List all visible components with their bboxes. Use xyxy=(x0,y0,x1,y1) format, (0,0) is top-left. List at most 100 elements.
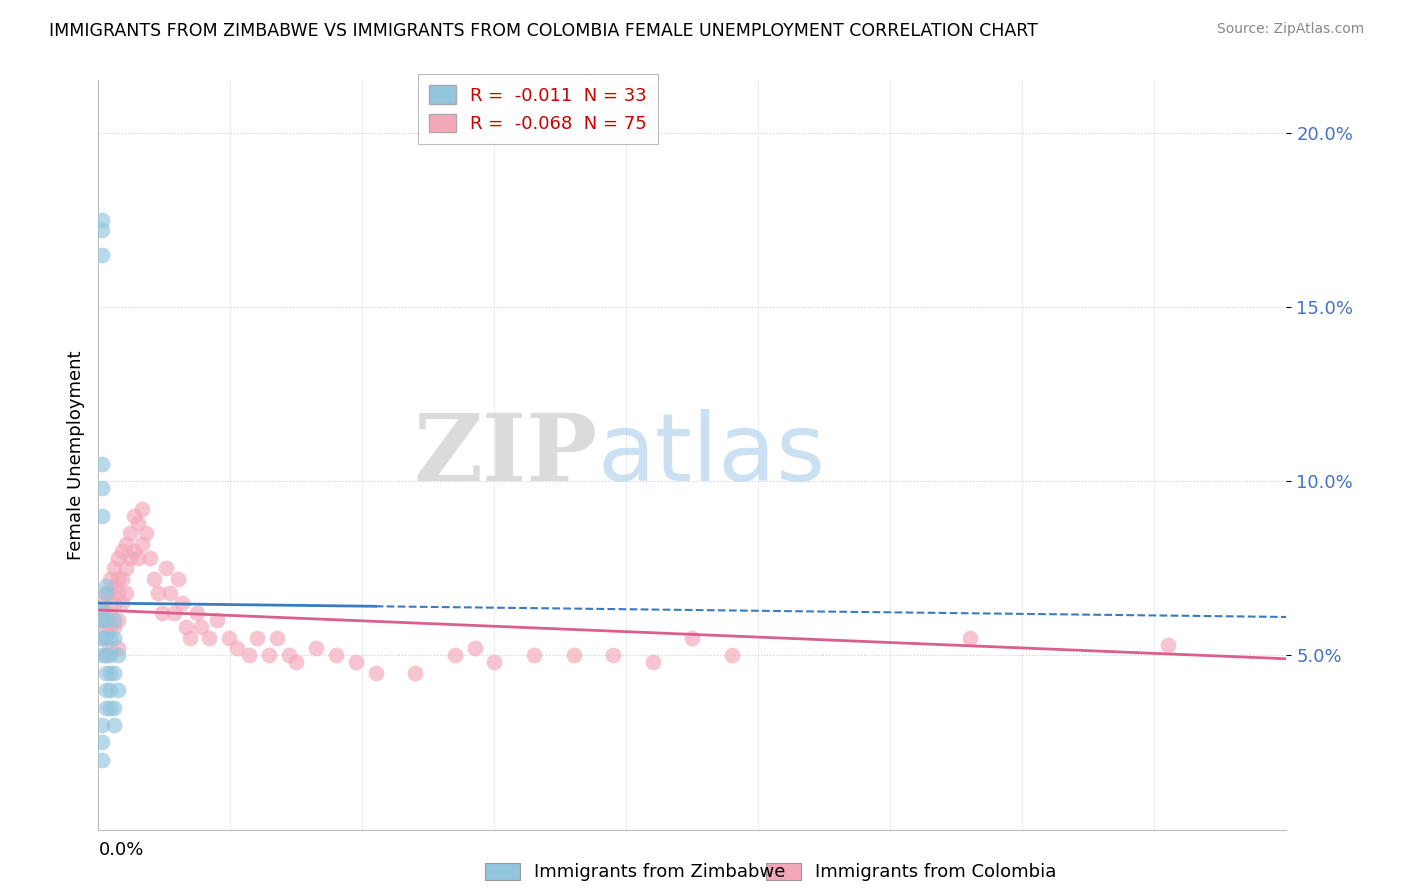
Point xyxy=(91,614,114,628)
Point xyxy=(98,585,121,599)
Point xyxy=(484,655,506,669)
Point xyxy=(166,572,188,586)
Text: IMMIGRANTS FROM ZIMBABWE VS IMMIGRANTS FROM COLOMBIA FEMALE UNEMPLOYMENT CORRELA: IMMIGRANTS FROM ZIMBABWE VS IMMIGRANTS F… xyxy=(49,22,1038,40)
Point xyxy=(150,607,173,621)
Point xyxy=(91,631,114,645)
Point xyxy=(91,223,114,237)
Point xyxy=(111,572,134,586)
Point xyxy=(205,614,228,628)
Point xyxy=(523,648,546,663)
Point xyxy=(238,648,260,663)
Point xyxy=(107,641,129,656)
Point xyxy=(96,700,118,714)
Point xyxy=(155,561,177,575)
Point xyxy=(103,700,125,714)
Point xyxy=(96,585,118,599)
Point xyxy=(96,665,118,680)
Point xyxy=(91,648,114,663)
Point xyxy=(91,596,114,610)
Point xyxy=(107,572,129,586)
Point xyxy=(98,700,121,714)
Point xyxy=(98,648,121,663)
Point xyxy=(96,607,118,621)
Text: 0.0%: 0.0% xyxy=(98,841,143,859)
Point xyxy=(246,631,269,645)
Point xyxy=(364,665,387,680)
Point xyxy=(285,655,308,669)
Point xyxy=(91,614,114,628)
Point xyxy=(91,508,114,523)
Point xyxy=(98,607,121,621)
Y-axis label: Female Unemployment: Female Unemployment xyxy=(66,351,84,559)
Point xyxy=(681,631,703,645)
Point xyxy=(146,585,169,599)
Point xyxy=(103,614,125,628)
Text: atlas: atlas xyxy=(598,409,825,501)
Point xyxy=(602,648,624,663)
Point xyxy=(91,603,114,617)
Point xyxy=(1156,638,1178,652)
Point xyxy=(91,457,114,471)
Point xyxy=(96,620,118,634)
Point xyxy=(122,508,145,523)
Point xyxy=(107,585,129,599)
Point xyxy=(115,537,138,551)
Point xyxy=(170,596,193,610)
Point xyxy=(190,620,212,634)
Point xyxy=(98,620,121,634)
Point xyxy=(122,543,145,558)
Point xyxy=(98,641,121,656)
Point xyxy=(344,655,367,669)
Text: Immigrants from Colombia: Immigrants from Colombia xyxy=(815,863,1057,881)
Point xyxy=(218,631,240,645)
Point xyxy=(325,648,347,663)
Point xyxy=(464,641,486,656)
Point xyxy=(115,561,138,575)
Point xyxy=(127,550,149,565)
Point xyxy=(115,585,138,599)
Point xyxy=(257,648,280,663)
Point xyxy=(404,665,426,680)
Point xyxy=(103,561,125,575)
Point xyxy=(641,655,664,669)
Point xyxy=(142,572,165,586)
Point xyxy=(266,631,288,645)
Text: Immigrants from Zimbabwe: Immigrants from Zimbabwe xyxy=(534,863,786,881)
Point xyxy=(198,631,221,645)
Point xyxy=(96,648,118,663)
Point xyxy=(305,641,328,656)
Point xyxy=(98,572,121,586)
Point xyxy=(107,614,129,628)
Point xyxy=(91,735,114,749)
Point xyxy=(96,631,118,645)
Point xyxy=(562,648,585,663)
Point xyxy=(96,585,118,599)
Point xyxy=(103,718,125,732)
Point xyxy=(135,526,157,541)
Point xyxy=(103,596,125,610)
Point xyxy=(186,607,208,621)
Point xyxy=(103,665,125,680)
Point xyxy=(96,614,118,628)
Point xyxy=(103,579,125,593)
Point xyxy=(131,537,153,551)
Point xyxy=(91,753,114,767)
Point xyxy=(91,631,114,645)
Point xyxy=(107,648,129,663)
Point xyxy=(91,247,114,261)
Point xyxy=(98,631,121,645)
Point xyxy=(179,631,201,645)
Point xyxy=(103,631,125,645)
Point xyxy=(444,648,467,663)
Point xyxy=(98,683,121,698)
FancyBboxPatch shape xyxy=(766,863,801,880)
Point xyxy=(91,212,114,227)
Point xyxy=(127,516,149,530)
Point xyxy=(131,502,153,516)
Point xyxy=(139,550,162,565)
Point xyxy=(96,648,118,663)
Point xyxy=(959,631,981,645)
Point xyxy=(226,641,249,656)
Legend: R =  -0.011  N = 33, R =  -0.068  N = 75: R = -0.011 N = 33, R = -0.068 N = 75 xyxy=(418,74,658,144)
Point xyxy=(721,648,744,663)
